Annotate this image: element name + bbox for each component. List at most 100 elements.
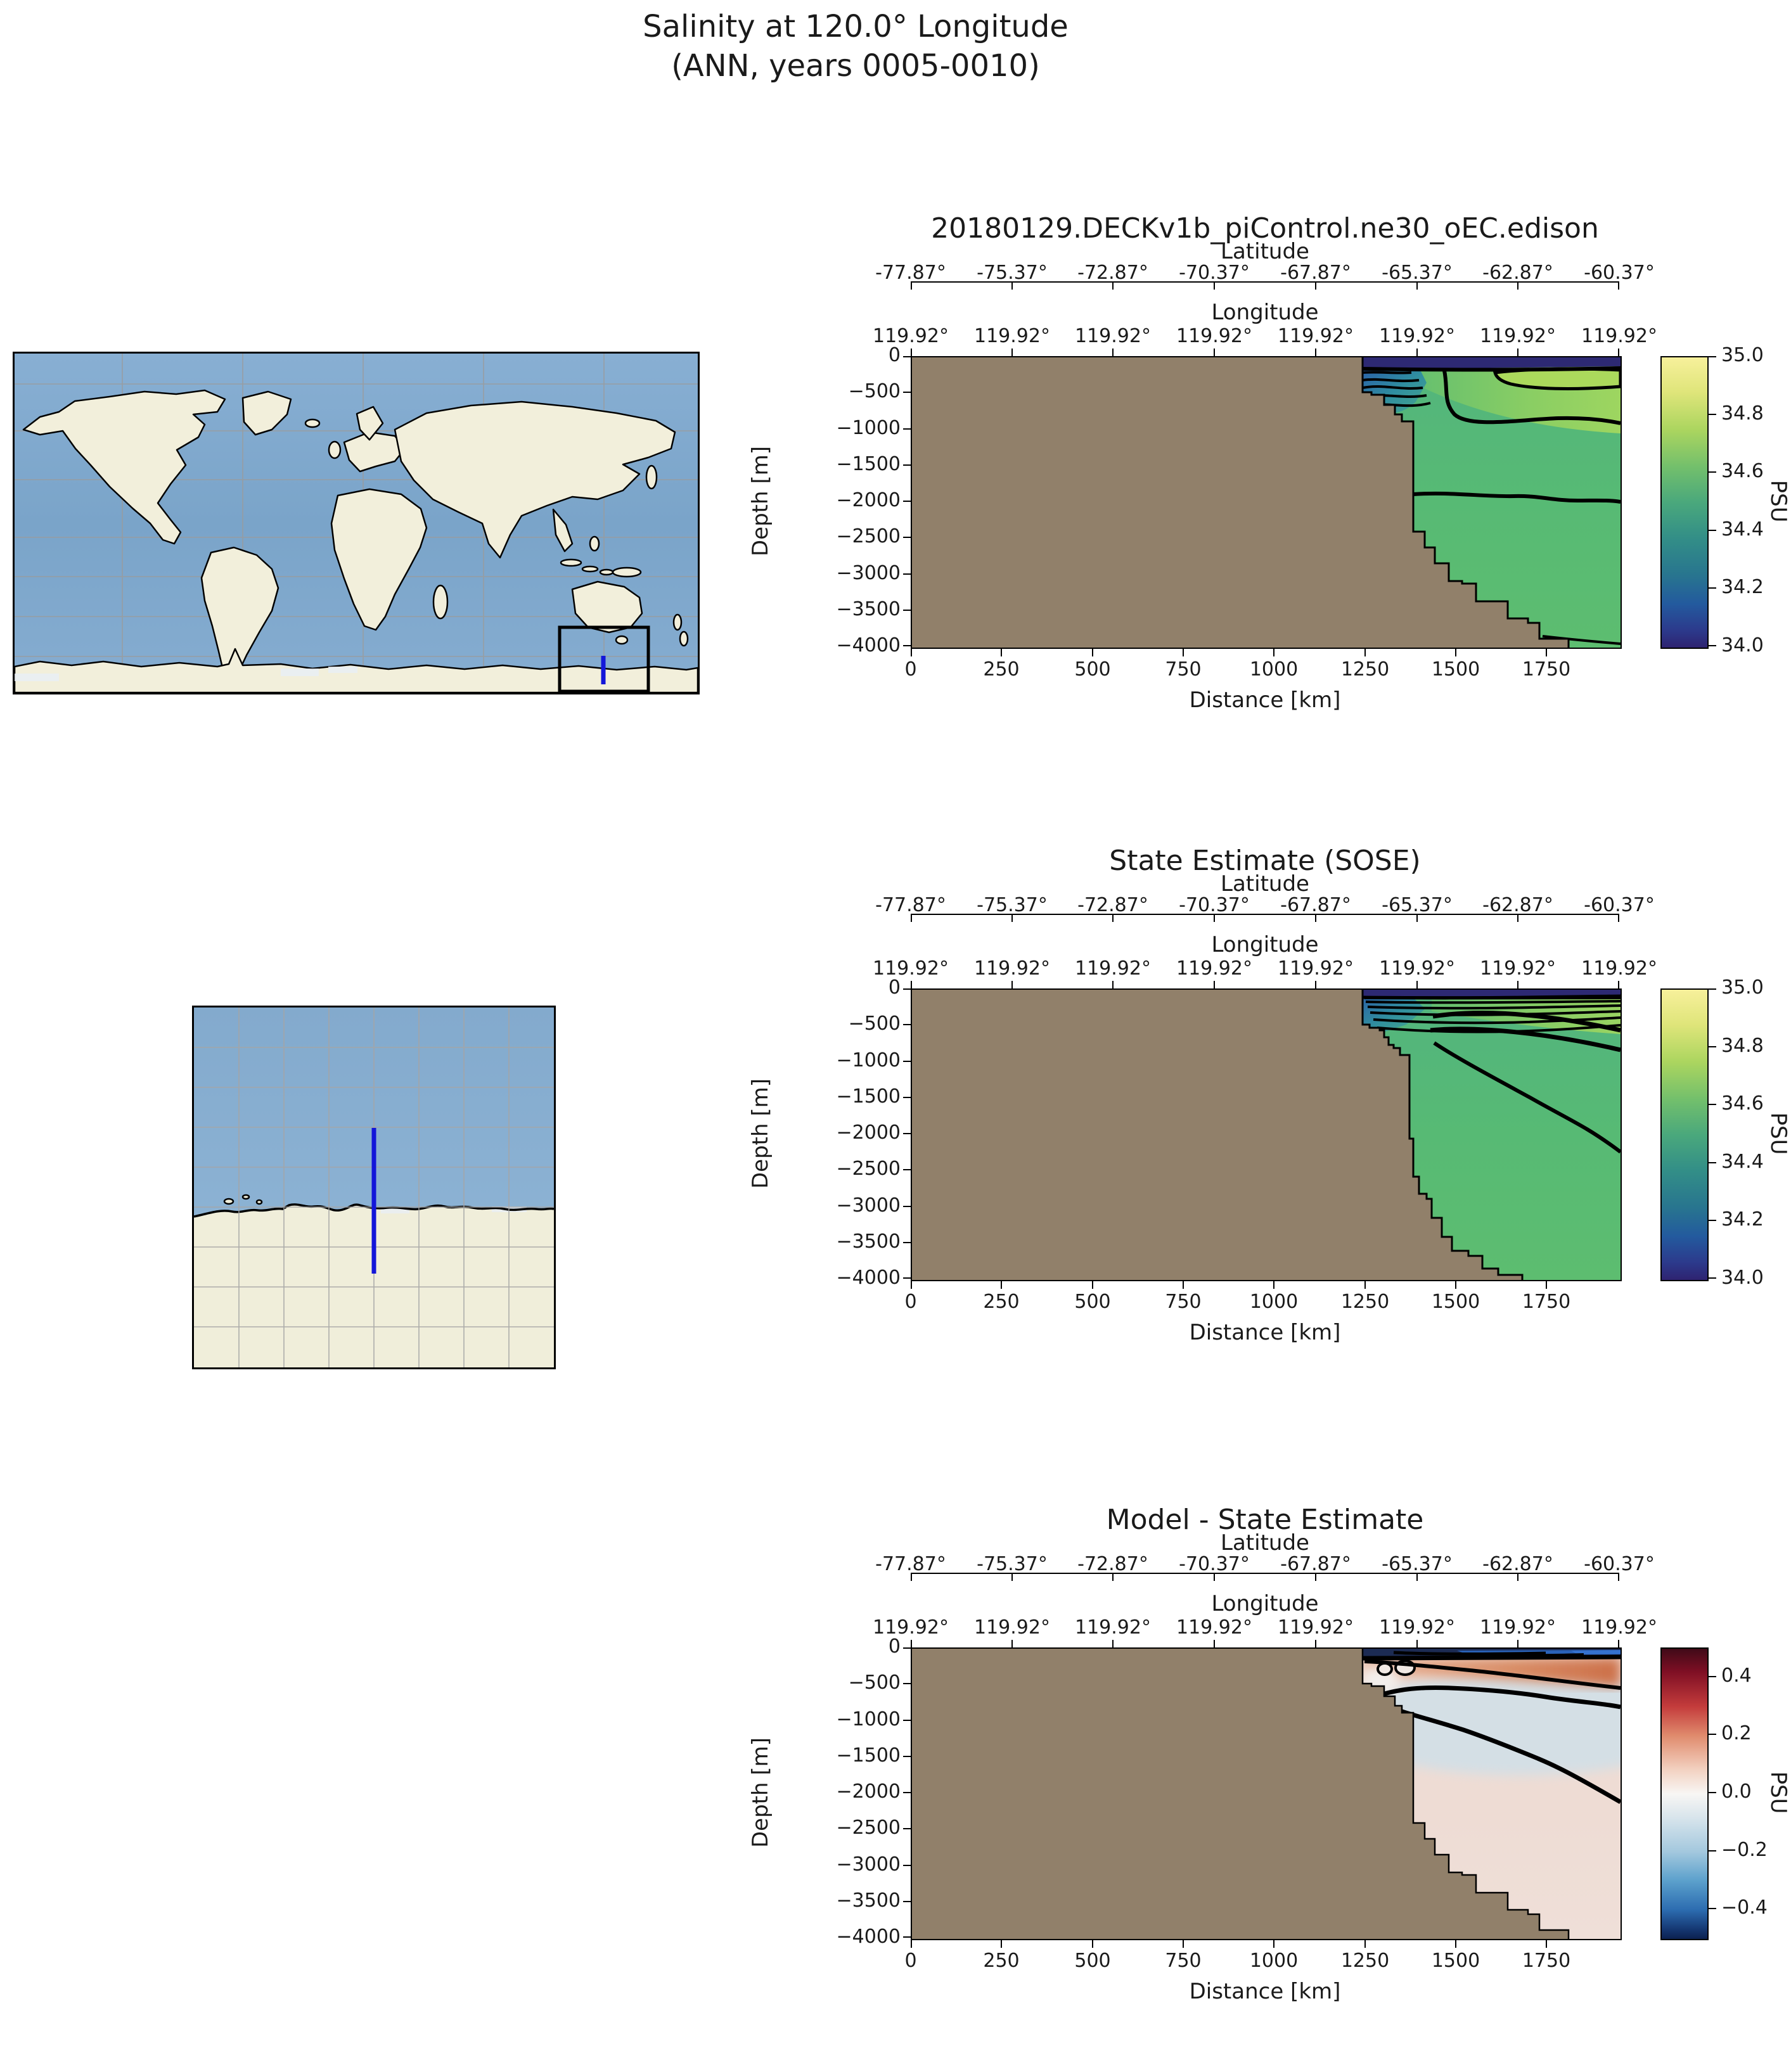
latitude-tick-label: -70.37° (1179, 1553, 1250, 1575)
positive-band-contour (1364, 1660, 1621, 1690)
longitude-tick-label: 119.92° (1379, 957, 1455, 980)
depth-tick-label: −1000 (836, 1708, 901, 1730)
latitude-tick-label: -77.87° (875, 262, 946, 284)
latitude-axis-label: Latitude (1221, 239, 1309, 264)
depth-tick-label: −3000 (836, 562, 901, 584)
colorbar-tick-label: 35.0 (1721, 976, 1764, 999)
latitude-tick-label: -65.37° (1382, 262, 1453, 284)
depth-tick-label: −4000 (836, 1267, 901, 1289)
colorbar-tick-label: 34.6 (1721, 460, 1764, 482)
region-box (558, 625, 650, 693)
longitude-tick-label: 119.92° (1581, 325, 1657, 347)
depth-tick-label: −2500 (836, 1158, 901, 1180)
latitude-tick-label: -67.87° (1280, 262, 1351, 284)
depth-tick-label: −3500 (836, 598, 901, 620)
distance-tick-label: 750 (1165, 658, 1202, 681)
longitude-tick-label: 119.92° (1379, 325, 1455, 347)
longitude-tick-label: 119.92° (1075, 1616, 1151, 1639)
depth-ticks (903, 356, 911, 646)
distance-tick-label: 250 (983, 1291, 1020, 1313)
depth-tick-label: −2000 (836, 489, 901, 511)
latitude-tick-label: -70.37° (1179, 262, 1250, 284)
depth-tick-label: 0 (888, 344, 901, 366)
regional-coastline (194, 1203, 554, 1218)
colorbar-ticks (1709, 356, 1716, 646)
distance-tick-label: 1000 (1249, 658, 1299, 681)
distance-tick-label: 1500 (1431, 1291, 1480, 1313)
latitude-axis-line (911, 1573, 1619, 1581)
longitude-tick-label: 119.92° (873, 1616, 949, 1639)
latitude-tick-label: -75.37° (977, 1553, 1048, 1575)
latitude-tick-label: -70.37° (1179, 894, 1250, 916)
colorbar-ticks (1709, 1676, 1716, 1909)
colorbar-tick-label: 34.6 (1721, 1092, 1764, 1115)
distance-tick-label: 1000 (1249, 1950, 1299, 1972)
distance-tick-label: 1250 (1340, 1950, 1390, 1972)
latitude-tick-label: -77.87° (875, 894, 946, 916)
distance-tick-label: 250 (983, 1950, 1020, 1972)
bathymetry-outline (1361, 357, 1570, 648)
salty-core-lower-contour (1430, 1026, 1621, 1052)
latitude-tick-label: -60.37° (1584, 894, 1655, 916)
depth-tick-label: −500 (848, 1672, 901, 1694)
depth-axis-label: Depth [m] (748, 1737, 773, 1848)
depth-tick-label: 0 (888, 976, 901, 999)
distance-tick-label: 0 (904, 658, 917, 681)
land-mask (912, 990, 1522, 1280)
depth-tick-label: −4000 (836, 1926, 901, 1948)
figure-title-line2: (ANN, years 0005-0010) (671, 48, 1040, 84)
distance-tick-label: 1750 (1522, 658, 1571, 681)
latitude-tick-label: -67.87° (1280, 1553, 1351, 1575)
colorbar-tick-label: 0.0 (1721, 1781, 1752, 1803)
distance-tick-label: 250 (983, 658, 1020, 681)
longitude-axis-label: Longitude (1211, 1591, 1319, 1616)
distance-tick-label: 750 (1165, 1291, 1202, 1313)
regional-gridlines (194, 1007, 554, 1367)
surface-contour (1362, 994, 1621, 1000)
world-map-inset (13, 352, 700, 694)
distance-tick-label: 1500 (1431, 658, 1480, 681)
longitude-tick-label: 119.92° (1075, 325, 1151, 347)
regional-map-inset (192, 1006, 556, 1369)
distance-tick-label: 500 (1074, 1291, 1111, 1313)
longitude-tick-label: 119.92° (1480, 957, 1556, 980)
distance-axis-label: Distance [km] (1189, 687, 1341, 713)
longitude-tick-label: 119.92° (873, 957, 949, 980)
distance-tick-label: 1750 (1522, 1291, 1571, 1313)
depth-tick-label: −3500 (836, 1231, 901, 1253)
distance-tick-label: 1250 (1340, 1291, 1390, 1313)
contour-panel-model (911, 356, 1622, 649)
world-map (15, 354, 698, 693)
bathymetry-outline (1361, 990, 1524, 1280)
colorbar-tick-label: 34.0 (1721, 634, 1764, 656)
latitude-tick-label: -65.37° (1382, 894, 1453, 916)
depth-tick-label: −1500 (836, 1085, 901, 1108)
plot-top-ticks (911, 349, 1619, 356)
latitude-tick-label: -72.87° (1077, 894, 1148, 916)
bottom-contour (1542, 635, 1621, 645)
distance-tick-label: 750 (1165, 1950, 1202, 1972)
depth-tick-label: −500 (848, 380, 901, 402)
distance-ticks (911, 649, 1547, 656)
world-continents (15, 389, 698, 693)
panel-title: Model - State Estimate (1106, 1504, 1424, 1536)
land-mask (912, 1649, 1569, 1939)
latitude-tick-label: -65.37° (1382, 1553, 1453, 1575)
colorbar-tick-label: 34.8 (1721, 402, 1764, 425)
depth-tick-label: −3500 (836, 1890, 901, 1912)
distance-tick-label: 0 (904, 1950, 917, 1972)
figure-title-line1: Salinity at 120.0° Longitude (643, 9, 1069, 44)
depth-tick-label: −2500 (836, 1817, 901, 1839)
longitude-tick-label: 119.92° (1278, 1616, 1354, 1639)
longitude-tick-label: 119.92° (1480, 325, 1556, 347)
colorbar-unit-label: PSU (1766, 1112, 1791, 1155)
depth-tick-label: −1500 (836, 1744, 901, 1767)
surface-band-contours (1362, 1651, 1621, 1661)
colorbar-tick-label: 35.0 (1721, 344, 1764, 366)
deep-contour (1433, 1041, 1621, 1154)
longitude-tick-label: 119.92° (1581, 1616, 1657, 1639)
regional-islands (223, 1194, 263, 1205)
latitude-tick-label: -60.37° (1584, 262, 1655, 284)
longitude-tick-label: 119.92° (1176, 1616, 1252, 1639)
depth-tick-label: −2500 (836, 525, 901, 547)
